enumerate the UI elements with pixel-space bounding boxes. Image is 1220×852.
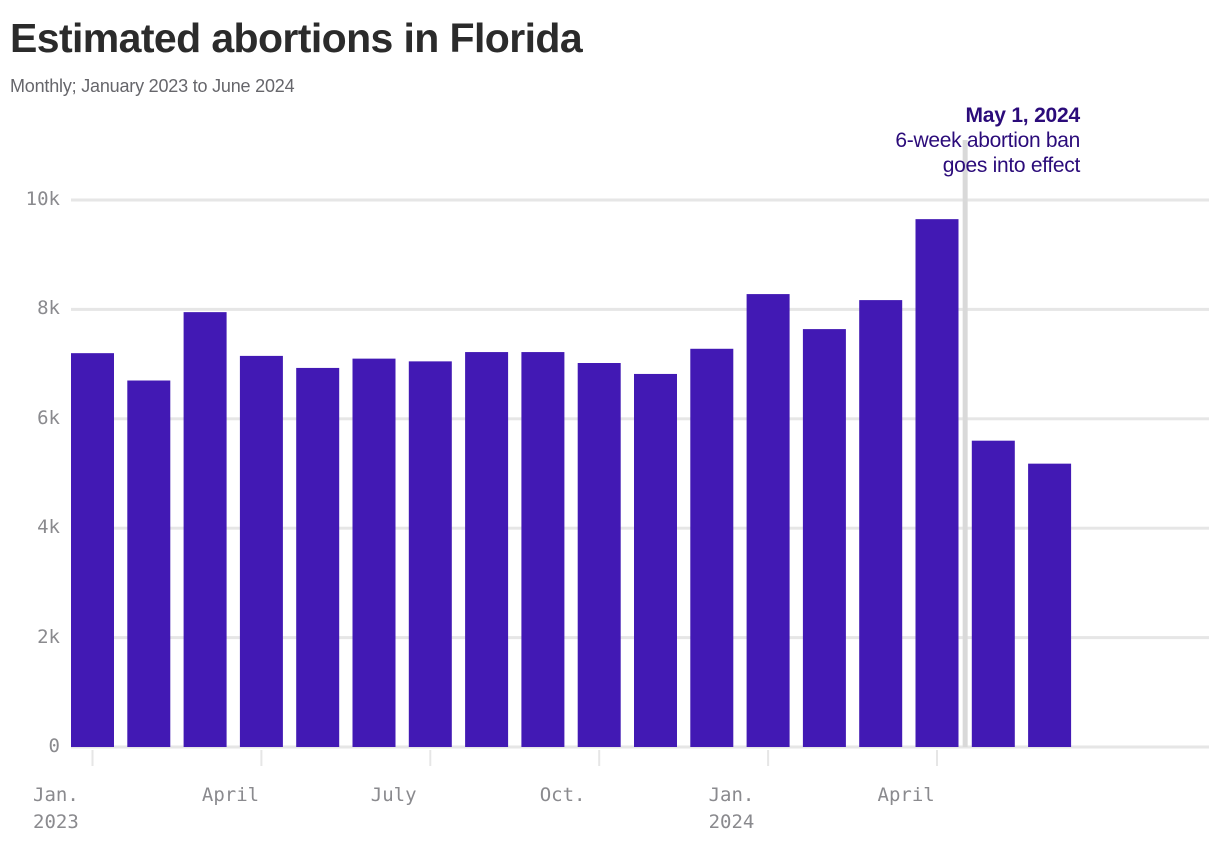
x-tick-label-line: 2023 [33,810,79,833]
bar[interactable] [1028,463,1072,747]
annotation-line-1: 6-week abortion ban [895,128,1080,152]
x-tick-mark [260,750,263,766]
y-tick-label: 10k [25,188,60,210]
x-tick-label-line: Oct. [539,784,586,806]
bar[interactable] [521,352,565,747]
bar[interactable] [71,353,114,747]
bar[interactable] [296,367,340,747]
x-tick-mark [429,750,432,766]
bar[interactable] [634,373,677,747]
bar[interactable] [577,363,621,747]
x-tick-mark [598,750,601,766]
y-tick-label: 6k [37,406,60,429]
x-tick-mark [767,750,770,766]
y-tick-label: 0 [48,735,60,757]
x-tick-label-line: Jan. [708,784,755,806]
bar[interactable] [127,380,171,747]
chart-header: Estimated abortions in Florida Monthly; … [10,0,1210,97]
x-tick-label: April [878,782,998,809]
x-tick-label: July [371,782,491,809]
ban-annotation: May 1, 2024 6-week abortion ban goes int… [895,104,1080,179]
y-tick-label: 2k [37,625,60,648]
x-tick-mark [936,750,938,766]
bar[interactable] [465,352,509,747]
bar[interactable] [183,312,227,747]
bar[interactable] [239,355,283,747]
y-tick-label: 8k [37,297,60,320]
annotation-line-2: goes into effect [942,153,1081,177]
gridline [71,307,1209,311]
x-tick-label-line: July [370,784,417,806]
bar[interactable] [690,348,734,747]
x-tick-label-line: April [877,784,935,806]
annotation-date: May 1, 2024 [965,104,1080,127]
x-tick-label: Jan. 2023 [33,782,153,836]
bar[interactable] [746,294,790,747]
bar[interactable] [352,358,396,747]
bar[interactable] [859,300,903,747]
bar[interactable] [971,440,1015,747]
x-tick-label-line: 2024 [708,810,755,833]
bar[interactable] [408,361,452,747]
page-title: Estimated abortions in Florida [10,15,583,61]
x-tick-label: Jan. 2024 [709,782,829,836]
bar[interactable] [915,219,959,747]
chart-subtitle: Monthly; January 2023 to June 2024 [10,75,295,96]
bar[interactable] [802,329,846,747]
x-tick-label: Oct. [540,782,660,809]
x-tick-label: April [202,782,322,809]
x-tick-label-line: Jan. [33,784,79,806]
ban-date-divider [962,140,968,747]
x-tick-label-line: April [201,784,260,806]
gridline [71,198,1209,202]
y-tick-label: 4k [37,516,60,539]
x-tick-mark [91,750,94,766]
